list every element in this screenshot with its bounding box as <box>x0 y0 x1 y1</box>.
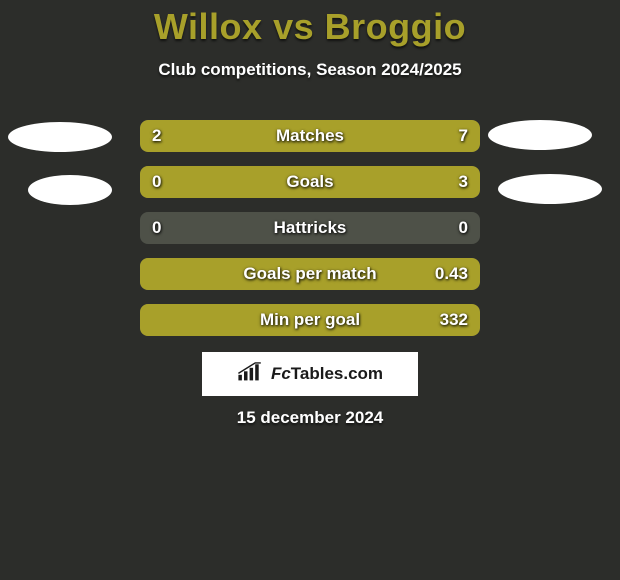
stat-metric-label: Matches <box>140 120 480 152</box>
stat-row: 0.43Goals per match <box>140 258 480 290</box>
chart-bars-icon <box>237 361 265 388</box>
left-player-oval <box>8 122 112 152</box>
stat-row: 332Min per goal <box>140 304 480 336</box>
brand-text: FcTables.com <box>271 364 383 384</box>
stat-metric-label: Goals <box>140 166 480 198</box>
brand-prefix: Fc <box>271 364 291 383</box>
date-text: 15 december 2024 <box>0 408 620 428</box>
brand-badge[interactable]: FcTables.com <box>202 352 418 396</box>
stat-row: 03Goals <box>140 166 480 198</box>
brand-suffix: Tables.com <box>291 364 383 383</box>
left-player-oval <box>28 175 112 205</box>
stat-metric-label: Goals per match <box>140 258 480 290</box>
comparison-card: Willox vs Broggio Club competitions, Sea… <box>0 0 620 580</box>
subtitle: Club competitions, Season 2024/2025 <box>0 60 620 80</box>
stat-metric-label: Min per goal <box>140 304 480 336</box>
page-title: Willox vs Broggio <box>0 0 620 48</box>
stat-metric-label: Hattricks <box>140 212 480 244</box>
right-player-oval <box>498 174 602 204</box>
right-player-oval <box>488 120 592 150</box>
stat-row: 00Hattricks <box>140 212 480 244</box>
stats-rows: 27Matches 03Goals 00Hattricks 0.43Goals per… <box>140 120 480 350</box>
stat-row: 27Matches <box>140 120 480 152</box>
